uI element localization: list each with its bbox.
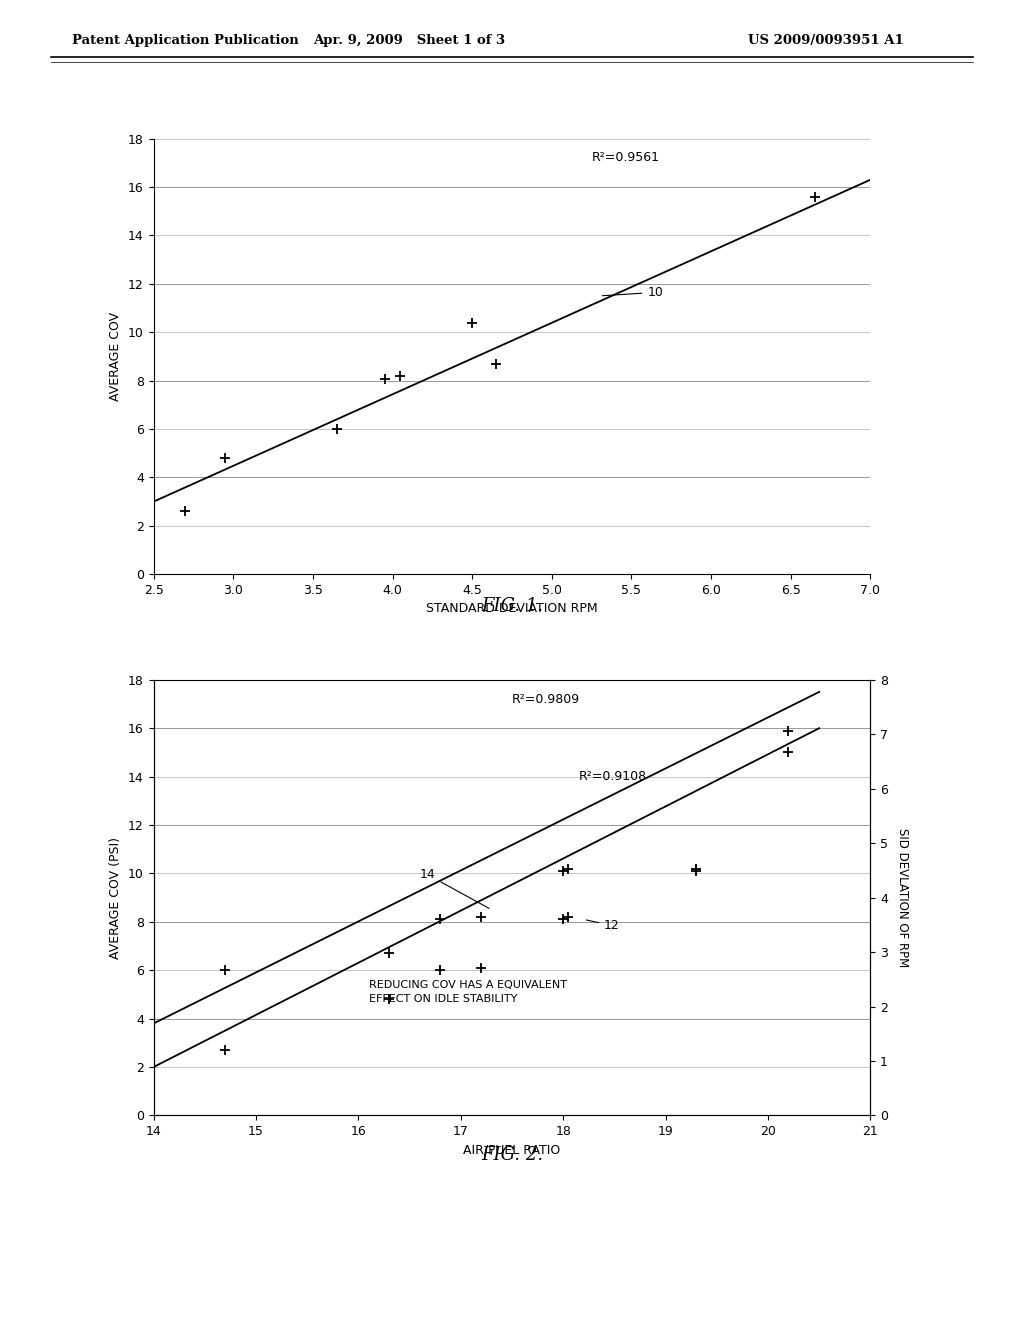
Text: Apr. 9, 2009   Sheet 1 of 3: Apr. 9, 2009 Sheet 1 of 3: [313, 34, 506, 48]
Y-axis label: AVERAGE COV: AVERAGE COV: [110, 312, 123, 401]
Text: R²=0.9108: R²=0.9108: [579, 770, 647, 783]
Text: FIG. 2.: FIG. 2.: [481, 1146, 543, 1164]
Point: [807, 186, 823, 207]
Point: [487, 352, 504, 375]
Point: [329, 418, 345, 440]
Point: [464, 312, 480, 333]
Point: [217, 960, 233, 981]
Text: FIG. 1.: FIG. 1.: [481, 597, 543, 615]
X-axis label: STANDARD DEVIATION RPM: STANDARD DEVIATION RPM: [426, 602, 598, 615]
Point: [688, 858, 705, 879]
Point: [377, 368, 393, 389]
Point: [432, 960, 449, 981]
Text: 14: 14: [420, 869, 489, 908]
Point: [392, 366, 409, 387]
Point: [780, 721, 797, 742]
Point: [217, 1040, 233, 1061]
Point: [432, 909, 449, 931]
Text: R²=0.9561: R²=0.9561: [592, 152, 659, 165]
Text: REDUCING COV HAS A EQUIVALENT
EFFECT ON IDLE STABILITY: REDUCING COV HAS A EQUIVALENT EFFECT ON …: [369, 979, 566, 1005]
Point: [473, 907, 489, 928]
Point: [555, 861, 571, 882]
Point: [560, 907, 577, 928]
Text: 10: 10: [602, 286, 664, 298]
Point: [688, 861, 705, 882]
Point: [217, 447, 233, 469]
Y-axis label: SID DEVLATION OF RPM: SID DEVLATION OF RPM: [896, 828, 909, 968]
Point: [560, 858, 577, 879]
Point: [381, 989, 397, 1010]
Point: [473, 957, 489, 978]
Y-axis label: AVERAGE COV (PSI): AVERAGE COV (PSI): [110, 837, 123, 958]
X-axis label: AIR/FUEL RATIO: AIR/FUEL RATIO: [464, 1143, 560, 1156]
Text: Patent Application Publication: Patent Application Publication: [72, 34, 298, 48]
Text: R²=0.9809: R²=0.9809: [512, 693, 581, 706]
Point: [381, 942, 397, 964]
Text: US 2009/0093951 A1: US 2009/0093951 A1: [748, 34, 903, 48]
Text: 12: 12: [587, 919, 620, 932]
Point: [780, 742, 797, 763]
Point: [177, 500, 194, 521]
Point: [555, 909, 571, 931]
